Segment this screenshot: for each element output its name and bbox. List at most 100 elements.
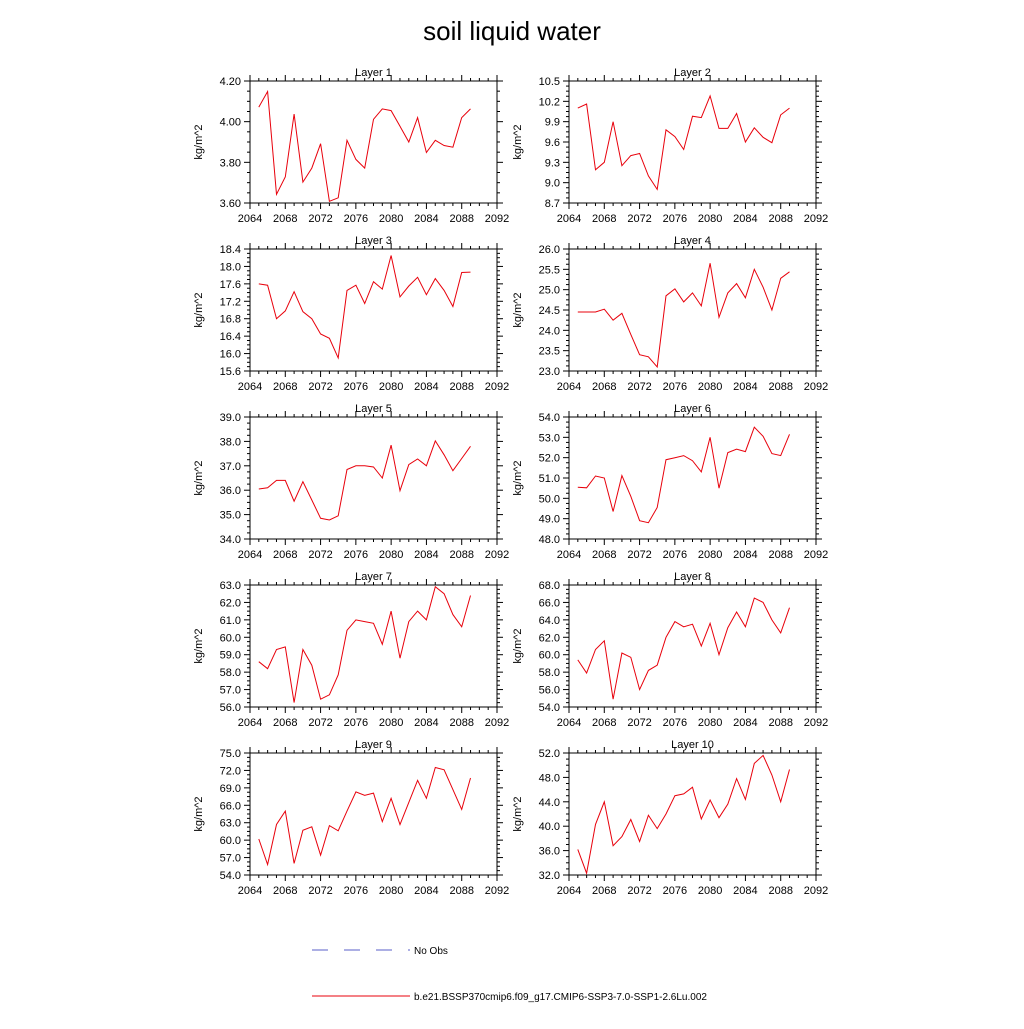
- layer-2-ytick-label: 9.9: [545, 117, 560, 129]
- layer-4-ytick-label: 26.0: [539, 244, 560, 256]
- layer-1-ylabel: kg/m^2: [193, 124, 205, 159]
- layer-9-xtick-label: 2072: [308, 885, 332, 897]
- layer-3-xtick-label: 2072: [308, 381, 332, 393]
- layer-3-ytick-label: 17.6: [220, 279, 241, 291]
- layer-10-xtick-label: 2084: [733, 885, 757, 897]
- layer-6-xtick-label: 2084: [733, 549, 757, 561]
- layer-2-title: Layer 2: [674, 67, 711, 79]
- layer-3-xtick-label: 2092: [485, 381, 509, 393]
- layer-1-frame: [249, 80, 498, 204]
- layer-5-xtick-label: 2076: [344, 549, 368, 561]
- layer-8-ytick-label: 54.0: [539, 702, 560, 714]
- layer-2-ytick-label: 10.2: [539, 96, 560, 108]
- layer-6-ytick-label: 51.0: [539, 473, 560, 485]
- layer-6-xtick-label: 2072: [627, 549, 651, 561]
- layer-8-xtick-label: 2072: [627, 717, 651, 729]
- layer-8-ytick-label: 66.0: [539, 597, 560, 609]
- layer-1-panel: Layer 1 kg/m^2 2064 2068 2072 2076 2080 2084 208…: [193, 67, 509, 225]
- layer-4-xtick-label: 2076: [663, 381, 687, 393]
- layer-7-ytick-label: 56.0: [220, 702, 241, 714]
- layer-4-ytick-label: 25.5: [539, 264, 560, 276]
- layer-10-xtick-label: 2072: [627, 885, 651, 897]
- layer-5-xtick-label: 2068: [273, 549, 297, 561]
- layer-6-xtick-label: 2088: [768, 549, 792, 561]
- layer-3-series-line: [258, 255, 471, 360]
- layer-3-title: Layer 3: [355, 235, 392, 247]
- layer-1-ytick-label: 3.60: [220, 198, 241, 210]
- layer-5-title: Layer 5: [355, 403, 392, 415]
- layer-4-series-line: [577, 263, 790, 369]
- layer-1-series-line: [258, 89, 471, 202]
- layer-8-ytick-label: 58.0: [539, 667, 560, 679]
- layer-1-xtick-label: 2064: [238, 213, 262, 225]
- layer-3-ytick-label: 16.4: [220, 331, 241, 343]
- layer-3-panel: Layer 3 kg/m^2 2064 2068 2072 2076 2080 2084 208…: [193, 235, 509, 393]
- layer-10-title: Layer 10: [671, 739, 714, 751]
- layer-1-xtick-label: 2088: [449, 213, 473, 225]
- layer-6-title: Layer 6: [674, 403, 711, 415]
- layer-4-ylabel: kg/m^2: [512, 292, 524, 327]
- layer-1-xtick-label: 2072: [308, 213, 332, 225]
- layer-9-title: Layer 9: [355, 739, 392, 751]
- layer-6-xtick-label: 2080: [698, 549, 722, 561]
- layer-10-xtick-label: 2076: [663, 885, 687, 897]
- layer-4-ytick-label: 23.0: [539, 366, 560, 378]
- layer-5-ytick-label: 34.0: [220, 534, 241, 546]
- layer-3-xtick-label: 2084: [414, 381, 438, 393]
- layer-2-ytick-label: 8.7: [545, 198, 560, 210]
- layer-3-xtick-label: 2064: [238, 381, 262, 393]
- layer-8-title: Layer 8: [674, 571, 711, 583]
- layer-4-xtick-label: 2092: [804, 381, 828, 393]
- layer-5-ytick-label: 36.0: [220, 485, 241, 497]
- layer-7-xtick-label: 2076: [344, 717, 368, 729]
- layer-2-series-line: [577, 94, 790, 191]
- layer-3-ytick-label: 18.4: [220, 244, 241, 256]
- layer-3-frame: [249, 248, 498, 372]
- layer-8-xtick-label: 2092: [804, 717, 828, 729]
- layer-10-xtick-label: 2068: [592, 885, 616, 897]
- layer-4-frame: [568, 248, 817, 372]
- layer-5-ytick-label: 39.0: [220, 412, 241, 424]
- layer-7-panel: Layer 7 kg/m^2 2064 2068 2072 2076 2080 2084 208…: [193, 571, 509, 729]
- layer-1-xtick-label: 2080: [379, 213, 403, 225]
- layer-9-ytick-label: 60.0: [220, 835, 241, 847]
- layer-9-xtick-label: 2092: [485, 885, 509, 897]
- layer-8-xtick-label: 2076: [663, 717, 687, 729]
- layer-8-panel: Layer 8 kg/m^2 2064 2068 2072 2076 2080 2084 208…: [512, 571, 828, 729]
- layer-2-xtick-label: 2088: [768, 213, 792, 225]
- layer-3-ytick-label: 17.2: [220, 296, 241, 308]
- layer-10-panel: Layer 10 kg/m^2 2064 2068 2072 2076 2080 2084 20…: [512, 739, 828, 897]
- layer-7-xtick-label: 2064: [238, 717, 262, 729]
- layer-10-frame: [568, 752, 817, 876]
- layer-6-ytick-label: 53.0: [539, 432, 560, 444]
- layer-9-xtick-label: 2068: [273, 885, 297, 897]
- layer-4-ytick-label: 24.0: [539, 325, 560, 337]
- layer-3-ytick-label: 18.0: [220, 261, 241, 273]
- layer-8-ytick-label: 60.0: [539, 650, 560, 662]
- panels-grid: Layer 1 kg/m^2 2064 2068 2072 2076 2080 2084 208…: [193, 67, 828, 897]
- layer-8-ytick-label: 56.0: [539, 685, 560, 697]
- legend: No Obs b.e21.BSSP370cmip6.f09_g17.CMIP6-…: [312, 946, 707, 1003]
- layer-2-ytick-label: 10.5: [539, 76, 560, 88]
- layer-7-ytick-label: 59.0: [220, 650, 241, 662]
- layer-7-xtick-label: 2088: [449, 717, 473, 729]
- layer-8-series-line: [577, 597, 790, 700]
- layer-5-xtick-label: 2072: [308, 549, 332, 561]
- layer-7-xtick-label: 2080: [379, 717, 403, 729]
- layer-8-ytick-label: 64.0: [539, 615, 560, 627]
- layer-9-ytick-label: 54.0: [220, 870, 241, 882]
- layer-6-ytick-label: 48.0: [539, 534, 560, 546]
- layer-9-frame: [249, 752, 498, 876]
- legend-model-label: b.e21.BSSP370cmip6.f09_g17.CMIP6-SSP3-7.…: [414, 992, 707, 1003]
- layer-10-xtick-label: 2088: [768, 885, 792, 897]
- layer-9-ytick-label: 66.0: [220, 800, 241, 812]
- layer-5-frame: [249, 416, 498, 540]
- layer-5-xtick-label: 2064: [238, 549, 262, 561]
- layer-2-xtick-label: 2076: [663, 213, 687, 225]
- layer-6-series-line: [577, 426, 790, 524]
- layer-1-xtick-label: 2068: [273, 213, 297, 225]
- layer-1-xtick-label: 2076: [344, 213, 368, 225]
- layer-1-ytick-label: 4.20: [220, 76, 241, 88]
- layer-4-xtick-label: 2068: [592, 381, 616, 393]
